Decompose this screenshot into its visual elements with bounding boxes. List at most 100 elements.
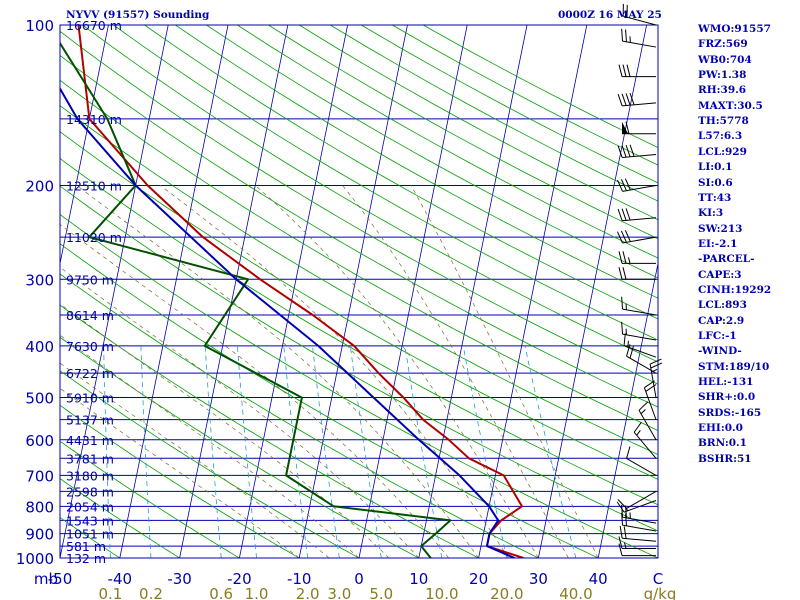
- wind-barb-flag: [618, 251, 623, 264]
- wind-barb-flag: [618, 64, 623, 77]
- isotherm: [538, 25, 648, 558]
- wind-barb-staff: [622, 184, 657, 192]
- wind-barb-flag: [624, 230, 631, 242]
- wind-barb-flag: [625, 144, 631, 157]
- dry-adiabat: [60, 158, 658, 506]
- stat-line: CAP:2.9: [698, 314, 745, 327]
- stat-line: EI:-2.1: [698, 237, 738, 250]
- mixing-ratio-label: 0.1: [98, 585, 122, 600]
- temperature-tick-label: -40: [108, 570, 133, 588]
- wind-barb-staff: [622, 154, 657, 159]
- dry-adiabat: [60, 336, 419, 558]
- temperature-tick-label: 10: [409, 570, 428, 588]
- wind-barb-flag: [620, 230, 627, 243]
- wind-barb: [617, 144, 657, 159]
- wind-barb-flag: [625, 208, 631, 221]
- wind-barb-staff: [626, 458, 657, 476]
- wind-barb-flag: [618, 267, 623, 280]
- dry-adiabat: [60, 273, 539, 558]
- stat-line: FRZ:569: [698, 38, 748, 51]
- wind-barb-flag: [619, 525, 623, 539]
- mixing-ratio-line: [462, 345, 508, 558]
- wind-barb-staff: [623, 15, 657, 26]
- dry-adiabat: [60, 79, 658, 431]
- wind-barb: [622, 3, 657, 26]
- sounding-title: NYVV (91557) Sounding: [66, 9, 210, 21]
- wind-barb-flag: [621, 296, 624, 310]
- dry-adiabat: [82, 25, 658, 363]
- isotherm: [179, 25, 289, 558]
- wind-barb-staff: [626, 355, 657, 374]
- dry-adiabat: [60, 131, 658, 480]
- dry-adiabat: [60, 478, 180, 558]
- chart-series: [60, 25, 524, 558]
- stat-line: WMO:91557: [698, 23, 771, 35]
- wind-barb-half-flag: [636, 430, 641, 436]
- wind-barb-flag: [622, 267, 627, 280]
- moist-adiabat: [60, 266, 420, 558]
- stat-line: -PARCEL-: [698, 253, 755, 266]
- pressure-tick-label: 400: [25, 338, 54, 356]
- wind-barb-staff: [623, 500, 657, 513]
- temperature-tick-label: 20: [469, 570, 488, 588]
- wind-barb: [618, 536, 656, 550]
- temperature-tick-label: 0: [354, 570, 364, 588]
- mixing-ratio-line: [237, 345, 257, 558]
- dry-adiabat: [60, 185, 658, 532]
- wind-barb-staff: [622, 217, 657, 222]
- isotherm: [358, 25, 468, 558]
- dry-adiabat: [60, 105, 658, 456]
- moist-adiabat: [60, 334, 360, 558]
- wind-barb-flag: [621, 321, 624, 335]
- moist-adiabat: [410, 185, 599, 558]
- wind-barb-flag: [620, 179, 627, 191]
- wind-barb-flag: [621, 145, 627, 158]
- moist-adiabat: [60, 362, 330, 558]
- moist-adiabat: [60, 387, 300, 558]
- isotherm: [597, 261, 658, 558]
- wind-barb-staff: [622, 333, 657, 341]
- wind-barb: [621, 296, 657, 316]
- wind-barb-flag: [618, 536, 623, 549]
- mixing-ratio-label: 3.0: [327, 585, 351, 600]
- dry-adiabat: [60, 440, 240, 558]
- wind-barb: [649, 358, 663, 398]
- pressure-tick-label: 200: [25, 177, 54, 195]
- stat-line: SRDS:-165: [698, 406, 762, 419]
- pressure-tick-label: 300: [25, 271, 54, 289]
- dry-adiabat: [175, 25, 658, 299]
- stat-line: BRN:0.1: [698, 437, 747, 450]
- pressure-tick-label: 700: [25, 467, 54, 485]
- stat-line: BSHR:51: [698, 452, 752, 465]
- mixing-ratio-line: [524, 345, 577, 558]
- stat-line: EHI:0.0: [698, 422, 743, 435]
- dry-adiabat: [206, 25, 658, 279]
- dry-adiabat: [60, 243, 599, 558]
- height-label: 2598 m: [66, 484, 114, 499]
- mixing-ratio-label: 1.0: [245, 585, 269, 600]
- wind-barb-flag: [625, 121, 630, 134]
- temperature-tick-label: -50: [48, 570, 73, 588]
- stat-line: SW:213: [698, 222, 743, 235]
- stat-line: STM:189/10: [698, 360, 770, 373]
- dry-adiabat: [144, 25, 658, 320]
- wind-barbs: [616, 3, 663, 557]
- height-label: 4431 m: [66, 433, 114, 448]
- wind-barb: [618, 64, 656, 78]
- pressure-tick-label: 1000: [16, 550, 54, 568]
- isotherm: [60, 25, 169, 558]
- temperature-tick-label: -20: [227, 570, 252, 588]
- mixing-ratio-unit: g/kg: [644, 585, 677, 600]
- moist-adiabat: [76, 185, 479, 558]
- moist-adiabat: [255, 185, 539, 558]
- mixing-ratio-line: [140, 345, 152, 558]
- wind-barb-flag: [621, 512, 624, 526]
- wind-barb-staff: [626, 490, 657, 509]
- wind-barb-staff: [643, 387, 657, 420]
- wind-barb: [638, 401, 657, 441]
- height-label: 16670 m: [66, 18, 122, 33]
- height-label: 7630 m: [66, 339, 114, 354]
- wind-barb-staff: [622, 537, 657, 542]
- dry-adiabat: [60, 404, 300, 558]
- wind-barb-pennant: [622, 121, 628, 134]
